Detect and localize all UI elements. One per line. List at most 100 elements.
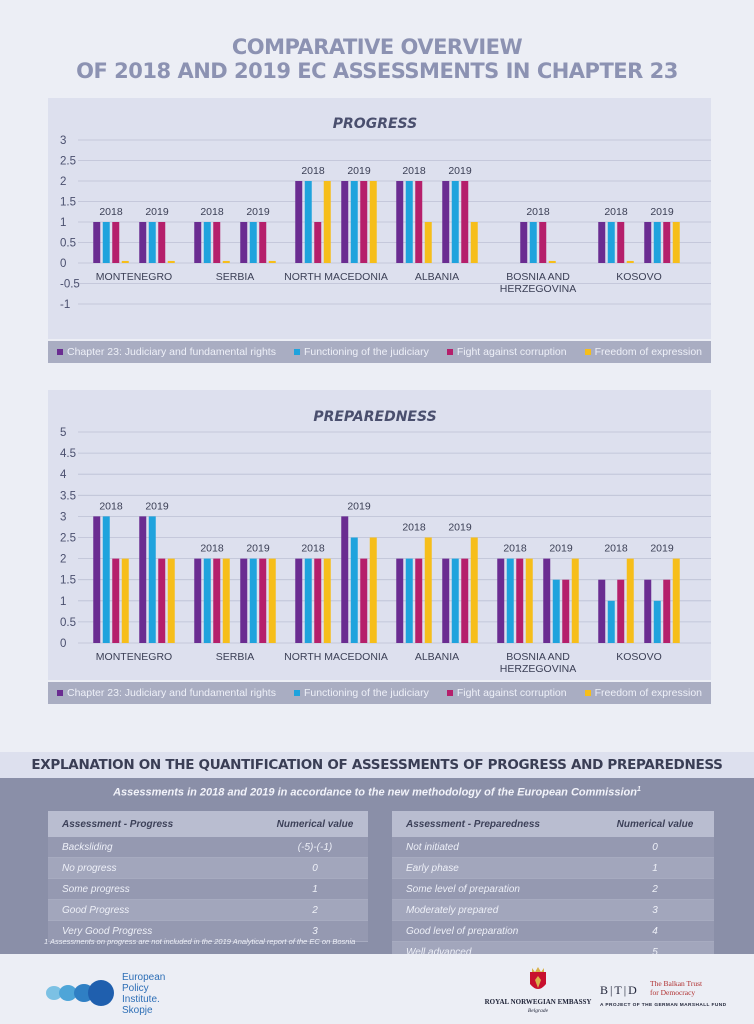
legend-item-judiciary: Functioning of the judiciary xyxy=(293,687,429,699)
bar xyxy=(663,579,671,643)
data-label-year: 2018 xyxy=(99,500,123,512)
bar xyxy=(626,260,634,263)
bar xyxy=(497,558,505,643)
bar xyxy=(249,222,257,263)
bar xyxy=(139,516,147,643)
legend-swatch-judiciary xyxy=(293,690,300,696)
bar xyxy=(341,181,349,263)
bar xyxy=(617,579,625,643)
bar xyxy=(644,222,652,263)
bar xyxy=(516,558,524,643)
data-label-year: 2019 xyxy=(448,522,472,534)
bar xyxy=(121,558,129,643)
legend-item-expression: Freedom of expression xyxy=(584,346,702,358)
btd-name: The Balkan Trust for Democracy xyxy=(650,979,702,997)
bar xyxy=(571,558,579,643)
progress-chart-panel: PROGRESS 3 2.5 2 1.5 1 0.5 0 -0.5 -1 2018 2019 MONTE… xyxy=(48,98,711,339)
bar xyxy=(148,516,156,643)
bar xyxy=(213,222,221,263)
embassy-city: Belgrade xyxy=(527,1008,549,1014)
bar xyxy=(548,260,556,263)
preparedness-legend: Chapter 23: Judiciary and fundamental ri… xyxy=(48,682,711,704)
epi-line: Institute. xyxy=(122,994,160,1005)
bar xyxy=(139,222,147,263)
legend-label: Chapter 23: Judiciary and fundamental ri… xyxy=(67,346,276,358)
y-tick-label: 4.5 xyxy=(60,448,76,460)
table-header-row: Assessment - Progress Numerical value xyxy=(48,811,368,837)
bar xyxy=(672,222,680,263)
legend-swatch-corruption xyxy=(446,349,453,355)
legend-item-chapter23: Chapter 23: Judiciary and fundamental ri… xyxy=(57,687,276,699)
bar xyxy=(314,222,322,263)
y-tick-label: 2 xyxy=(60,554,66,566)
bar xyxy=(121,260,129,263)
y-tick-label: 5 xyxy=(60,427,66,439)
bar xyxy=(360,181,368,263)
y-tick-label: 0 xyxy=(60,258,66,270)
bar xyxy=(350,181,358,263)
bar xyxy=(167,260,175,263)
column-header: Numerical value xyxy=(597,811,714,837)
y-tick-label: 1 xyxy=(60,596,66,608)
legend-swatch-chapter23 xyxy=(57,349,63,355)
bar xyxy=(323,181,331,263)
y-tick-label: 1.5 xyxy=(60,197,76,209)
x-category-label: ALBANIA xyxy=(415,271,459,283)
bar xyxy=(222,260,230,263)
legend-swatch-expression xyxy=(584,690,591,696)
legend-item-expression: Freedom of expression xyxy=(584,687,702,699)
bar xyxy=(295,558,303,643)
table-cell: No progress xyxy=(48,857,263,879)
bar xyxy=(653,600,661,643)
page-title-line2: OF 2018 AND 2019 EC ASSESSMENTS IN CHAPT… xyxy=(76,59,678,83)
x-category-label: NORTH MACEDONIA xyxy=(284,651,388,663)
bar xyxy=(415,558,423,643)
table-cell: 1 xyxy=(597,857,714,879)
footnote: 1 Assessments on progress are not includ… xyxy=(44,937,356,946)
bar xyxy=(112,222,120,263)
explanation-subtitle: Assessments in 2018 and 2019 in accordan… xyxy=(0,786,754,799)
data-label-year: 2019 xyxy=(145,500,169,512)
bar xyxy=(350,537,358,643)
table-row: Not initiated 0 xyxy=(392,837,714,858)
data-label-year: 2018 xyxy=(200,543,224,555)
table-row: Moderately prepared 3 xyxy=(392,899,714,921)
bar xyxy=(525,558,533,643)
bar xyxy=(396,558,404,643)
table-cell: (-5)-(-1) xyxy=(263,837,368,858)
bar xyxy=(213,558,221,643)
legend-label: Freedom of expression xyxy=(594,346,702,358)
bar xyxy=(461,558,469,643)
bar xyxy=(102,516,110,643)
bar xyxy=(194,222,202,263)
legend-label: Functioning of the judiciary xyxy=(303,687,429,699)
bar xyxy=(470,222,478,263)
y-tick-label: 3.5 xyxy=(60,490,76,502)
explanation-title: EXPLANATION ON THE QUANTIFICATION OF ASS… xyxy=(31,757,723,773)
x-category-label: KOSOVO xyxy=(616,271,662,283)
table-cell: Good Progress xyxy=(48,899,263,921)
y-tick-label: 2 xyxy=(60,176,66,188)
bar xyxy=(520,222,528,263)
y-tick-label: 4 xyxy=(60,469,67,481)
bar xyxy=(552,579,560,643)
data-label-year: 2019 xyxy=(347,165,371,177)
bar xyxy=(405,181,413,263)
column-header: Assessment - Progress xyxy=(48,811,263,837)
data-label-year: 2019 xyxy=(650,206,674,218)
bar xyxy=(442,558,450,643)
data-label-year: 2019 xyxy=(145,206,169,218)
bar xyxy=(543,558,551,643)
y-tick-label: 0.5 xyxy=(60,238,76,250)
x-category-label: KOSOVO xyxy=(616,651,662,663)
bar xyxy=(461,181,469,263)
chart-title: PROGRESS xyxy=(333,116,417,132)
bar xyxy=(369,181,377,263)
bar xyxy=(341,516,349,643)
data-label-year: 2018 xyxy=(301,543,325,555)
data-label-year: 2019 xyxy=(549,543,573,555)
table-cell: 3 xyxy=(263,920,368,942)
norwegian-crest-icon xyxy=(530,967,546,989)
legend-item-judiciary: Functioning of the judiciary xyxy=(293,346,429,358)
explanation-subtitle-text: Assessments in 2018 and 2019 in accordan… xyxy=(113,786,637,799)
